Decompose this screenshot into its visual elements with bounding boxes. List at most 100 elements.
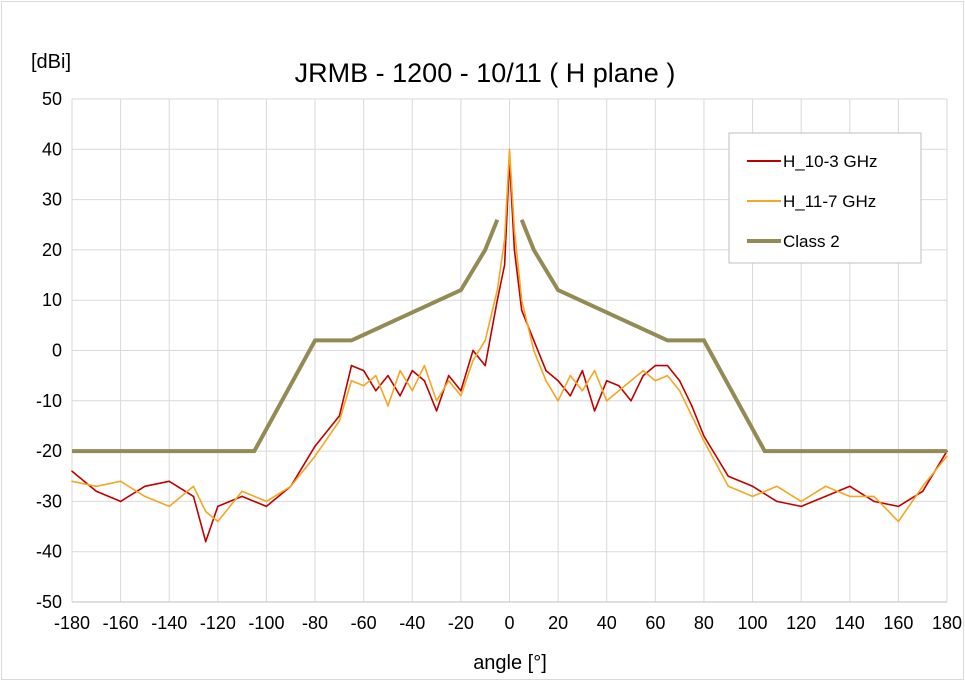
legend: H_10-3 GHz H_11-7 GHz Class 2 bbox=[728, 132, 922, 264]
x-tick-label: 0 bbox=[504, 613, 514, 633]
y-tick-label: 10 bbox=[42, 290, 62, 310]
data-point bbox=[666, 364, 669, 367]
x-tick-label: -120 bbox=[200, 613, 236, 633]
data-point bbox=[690, 405, 693, 407]
data-point bbox=[897, 505, 900, 508]
data-point bbox=[192, 495, 195, 498]
data-point bbox=[824, 495, 827, 498]
data-point bbox=[533, 349, 535, 352]
data-point bbox=[569, 374, 572, 377]
data-point bbox=[921, 490, 924, 493]
data-point bbox=[618, 384, 620, 387]
data-point bbox=[192, 485, 195, 488]
data-point bbox=[513, 228, 516, 231]
x-tick-label: 100 bbox=[738, 613, 768, 633]
data-point bbox=[605, 379, 608, 382]
y-tick-label: 50 bbox=[42, 89, 62, 109]
data-point bbox=[593, 410, 596, 412]
data-point bbox=[241, 490, 243, 493]
data-point bbox=[848, 495, 851, 498]
x-axis-label: angle [°] bbox=[473, 652, 547, 674]
data-point bbox=[314, 455, 316, 457]
legend-label: Class 2 bbox=[783, 232, 840, 251]
data-point bbox=[350, 364, 353, 367]
data-point bbox=[605, 400, 608, 402]
x-tick-label: -180 bbox=[54, 613, 90, 633]
data-point bbox=[557, 379, 559, 382]
class-mask-segment bbox=[519, 218, 947, 454]
y-tick-label: -30 bbox=[36, 491, 62, 511]
data-point bbox=[593, 369, 596, 372]
data-point bbox=[387, 405, 389, 407]
data-point bbox=[496, 289, 499, 291]
data-point bbox=[168, 505, 171, 508]
data-point bbox=[447, 379, 450, 382]
x-tick-label: 80 bbox=[694, 613, 714, 633]
y-tick-label: -10 bbox=[36, 391, 62, 411]
data-point bbox=[800, 505, 802, 508]
data-point bbox=[375, 389, 377, 392]
data-point bbox=[314, 445, 316, 447]
data-point bbox=[751, 495, 754, 498]
data-point bbox=[897, 520, 900, 523]
data-point bbox=[545, 379, 547, 382]
data-point bbox=[447, 374, 450, 377]
y-tick-label: 20 bbox=[42, 240, 62, 260]
legend-label: H_11-7 GHz bbox=[783, 192, 876, 211]
x-tick-label: -140 bbox=[151, 613, 187, 633]
x-tick-label: -20 bbox=[448, 613, 474, 633]
data-point bbox=[387, 374, 389, 377]
data-point bbox=[545, 369, 547, 372]
data-point bbox=[95, 490, 98, 493]
data-point bbox=[217, 505, 219, 508]
x-tick-label: 140 bbox=[835, 613, 865, 633]
y-tick-label: -40 bbox=[36, 542, 62, 562]
data-point bbox=[472, 349, 474, 352]
y-tick-label: -20 bbox=[36, 441, 62, 461]
data-point bbox=[289, 485, 292, 488]
x-tick-label: -100 bbox=[248, 613, 284, 633]
plot-series bbox=[71, 148, 948, 543]
data-point bbox=[144, 485, 146, 488]
y-tick-label: 0 bbox=[52, 341, 62, 361]
data-point bbox=[824, 485, 827, 488]
y-tick-label: -50 bbox=[36, 592, 62, 612]
data-point bbox=[776, 500, 778, 503]
data-point bbox=[338, 420, 341, 422]
legend-label: H_10-3 GHz bbox=[783, 152, 877, 171]
data-point bbox=[95, 485, 98, 488]
data-point bbox=[423, 379, 426, 382]
data-point bbox=[399, 394, 401, 397]
data-point bbox=[630, 400, 632, 402]
data-point bbox=[873, 495, 875, 498]
data-point bbox=[690, 415, 693, 417]
data-point bbox=[144, 495, 146, 498]
data-point bbox=[642, 369, 644, 372]
data-point bbox=[508, 148, 511, 151]
data-point bbox=[666, 374, 669, 377]
x-tick-label: 180 bbox=[932, 613, 962, 633]
x-tick-label: -60 bbox=[351, 613, 377, 633]
series-h-11-7-ghz bbox=[71, 148, 948, 523]
data-point bbox=[460, 394, 462, 397]
data-point bbox=[727, 485, 730, 488]
data-point bbox=[484, 339, 486, 342]
data-point bbox=[411, 389, 414, 392]
data-point bbox=[411, 369, 414, 372]
data-point bbox=[265, 505, 268, 508]
x-tick-label: 160 bbox=[883, 613, 913, 633]
data-point bbox=[71, 470, 73, 473]
data-point bbox=[848, 485, 851, 488]
data-point bbox=[520, 299, 523, 302]
data-point bbox=[800, 500, 802, 503]
data-point bbox=[204, 510, 207, 513]
data-point bbox=[435, 400, 438, 402]
data-point bbox=[630, 379, 632, 382]
data-point bbox=[350, 379, 353, 382]
data-point bbox=[265, 500, 268, 503]
data-point bbox=[435, 410, 438, 412]
data-point bbox=[484, 364, 486, 367]
class-mask-segment bbox=[72, 218, 500, 454]
